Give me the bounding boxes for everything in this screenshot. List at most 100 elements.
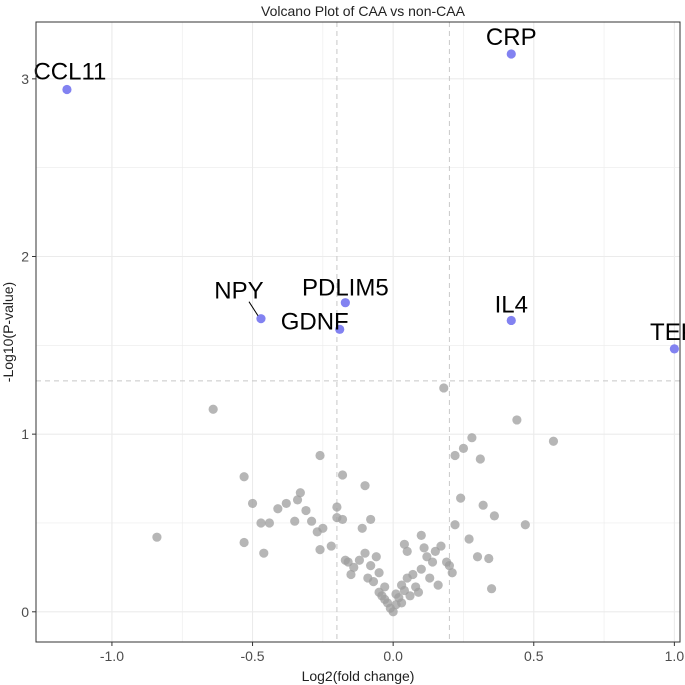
x-tick-label: 0.0 [383,648,403,664]
gene-point [436,541,446,551]
gene-labels: CCL11 CRP NPY PDLIM5 GDNF IL4 TEK [33,24,685,346]
gene-point [439,383,449,393]
x-tick-label: 0.5 [524,648,544,664]
gene-point [427,557,438,567]
gene-point [447,568,457,578]
gene-point [450,520,460,530]
gene-label: IL4 [495,291,528,318]
gene-point [433,580,443,590]
gene-point [318,523,328,533]
gene-point [332,502,342,512]
gene-point [315,545,325,555]
gene-point [458,443,469,453]
y-tick-label: 2 [21,248,29,264]
gene-point [402,546,412,556]
gene-point [273,504,283,514]
gene-point [292,495,303,505]
gene-point [152,532,162,542]
gene-label: GDNF [281,308,349,335]
gene-point [290,516,300,526]
gene-label: PDLIM5 [302,275,389,302]
gene-point [444,561,454,571]
gene-point [208,404,218,414]
gene-point [408,569,418,580]
gene-point [520,520,530,530]
gene-point [416,530,426,541]
chart-title: Volcano Plot of CAA vs non-CAA [261,3,466,19]
significant-gene-point [506,49,516,59]
panel-border [35,21,681,643]
gene-point [399,539,410,549]
gene-point [239,472,249,482]
gene-point [450,450,460,461]
gene-point [419,543,429,553]
significant-gene-point [340,298,350,308]
gene-point [281,498,291,509]
gene-label: TEK [650,319,685,346]
significant-gene-point [256,314,266,324]
gene-point [464,534,474,544]
significant-gene-point [669,344,679,354]
label-leader-line [248,301,259,316]
grid-lines [36,22,680,642]
gene-point [416,564,426,574]
gene-point [467,433,477,443]
x-tick-label: -0.5 [240,648,264,664]
x-tick-label: 1.0 [665,648,685,664]
gene-point [259,548,269,558]
gene-point [548,436,559,446]
gene-label: CCL11 [33,59,106,86]
gene-point [354,555,365,565]
gene-point [337,470,348,480]
gene-point [374,568,384,578]
gene-point [396,598,407,608]
x-tick-label: -1.0 [100,648,124,664]
gene-label: CRP [486,24,537,51]
gene-point [489,511,499,521]
y-tick-label: 1 [21,426,29,442]
gene-point [486,584,497,594]
gene-point [357,523,367,533]
gene-point [388,607,398,617]
gene-point [239,537,249,548]
gene-point [405,591,415,601]
gene-point [484,553,494,564]
gene-point [346,569,356,580]
gene-point [475,454,485,464]
gene-point [315,450,325,461]
significant-gene-point [335,324,345,334]
gene-point [360,548,370,558]
gene-point [366,561,376,571]
gene-point [472,552,483,562]
x-axis-title: Log2(fold change) [302,668,415,684]
gene-point [337,514,348,525]
gene-point [380,582,390,592]
gene-point [425,573,435,583]
y-axis-title: -Log10(P-value) [0,282,16,382]
gene-point [366,514,376,525]
gene-point [247,498,258,509]
gene-point [349,562,359,572]
y-tick-label: 3 [21,71,29,87]
y-tick-label: 0 [21,604,29,620]
gene-point [478,500,488,510]
gene-point [295,488,305,498]
data-points [62,49,679,617]
gene-point [306,516,317,526]
gene-point [326,541,336,551]
gene-point [413,587,424,597]
gene-point [512,415,522,425]
gene-point [360,481,370,491]
gene-point [256,518,266,528]
gene-point [264,518,275,528]
gene-point [456,493,466,503]
gene-label: NPY [214,278,263,305]
significant-gene-point [506,315,516,326]
axis-ticks: -1.0 -0.5 0.0 0.5 1.0 0 1 2 3 [21,71,684,664]
gene-point [371,552,381,562]
gene-point [368,576,379,587]
significant-gene-point [62,84,72,95]
threshold-lines [36,22,680,642]
